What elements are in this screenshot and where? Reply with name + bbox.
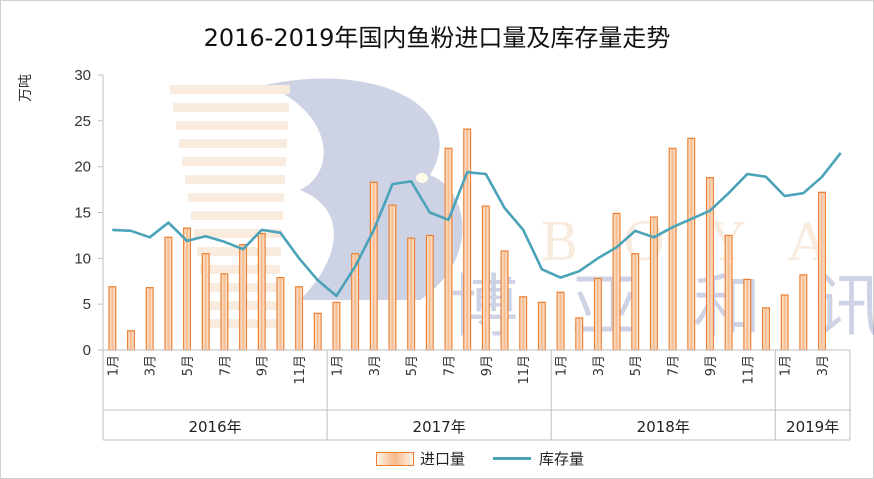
legend-line-swatch xyxy=(493,457,532,460)
watermark-stripe xyxy=(185,175,285,184)
legend-item-import: 进口量 xyxy=(376,448,465,469)
y-tick-label: 30 xyxy=(74,67,91,84)
import-bar xyxy=(743,278,752,351)
import-bar xyxy=(369,181,378,351)
import-bar xyxy=(425,234,434,351)
x-month-label: 5月 xyxy=(629,355,644,376)
watermark-stripe xyxy=(179,139,287,148)
import-bar xyxy=(780,294,789,351)
x-month-label: 3月 xyxy=(592,355,607,376)
y-tick-label: 5 xyxy=(83,296,91,313)
legend-item-stock: 库存量 xyxy=(493,448,584,469)
x-month-label: 3月 xyxy=(816,355,831,376)
import-bar xyxy=(183,227,191,351)
y-tick-label: 20 xyxy=(74,159,91,176)
import-bar xyxy=(705,177,714,351)
import-bar xyxy=(239,243,248,351)
x-year-label: 2017年 xyxy=(413,418,466,436)
y-tick-label: 15 xyxy=(74,205,91,222)
watermark-stripe xyxy=(170,85,290,94)
x-month-label: 3月 xyxy=(144,355,159,376)
legend-label-stock: 库存量 xyxy=(539,450,585,468)
import-bar xyxy=(724,234,733,351)
legend: 进口量 库存量 xyxy=(376,448,612,469)
stock-line xyxy=(112,152,842,298)
y-tick-label: 0 xyxy=(83,342,91,359)
import-bar xyxy=(201,253,210,351)
x-month-label: 1月 xyxy=(106,355,121,376)
import-bar xyxy=(612,212,621,351)
import-bar xyxy=(145,287,154,351)
import-bar xyxy=(257,232,266,351)
x-month-label: 7月 xyxy=(218,355,233,376)
x-month-label: 9月 xyxy=(256,355,271,376)
watermark-stripe xyxy=(197,247,281,256)
x-month-label: 7月 xyxy=(442,355,457,376)
import-bar xyxy=(108,286,117,351)
watermark-stripe xyxy=(191,211,283,220)
x-month-label: 5月 xyxy=(405,355,420,376)
import-bar xyxy=(127,330,135,351)
x-month-label: 5月 xyxy=(181,355,196,376)
x-month-label: 1月 xyxy=(779,355,794,376)
x-month-label: 1月 xyxy=(555,355,570,376)
import-bar xyxy=(481,205,490,351)
import-bar xyxy=(799,274,808,351)
y-tick-label: 10 xyxy=(74,250,91,267)
import-bar xyxy=(537,301,546,351)
watermark-chinese: 博 亚 和 讯 xyxy=(450,268,874,347)
x-month-label: 11月 xyxy=(293,355,308,385)
import-bar xyxy=(575,317,584,351)
import-bar xyxy=(220,273,229,351)
import-bar xyxy=(463,128,472,351)
import-bar xyxy=(519,296,528,351)
legend-bar-swatch xyxy=(376,451,414,466)
import-bar xyxy=(687,137,696,351)
import-bar xyxy=(668,147,677,351)
import-bar xyxy=(164,236,173,351)
x-month-label: 11月 xyxy=(741,355,756,385)
x-month-label: 9月 xyxy=(704,355,719,376)
x-month-label: 9月 xyxy=(480,355,495,376)
import-bar xyxy=(444,147,453,351)
watermark-stripe xyxy=(173,103,289,112)
import-bar xyxy=(593,277,602,351)
import-bar xyxy=(818,191,826,351)
import-bar xyxy=(276,276,285,351)
x-month-label: 11月 xyxy=(517,355,532,385)
watermark-stripe xyxy=(194,229,282,238)
chart-title: 2016-2019年国内鱼粉进口量及库存量走势 xyxy=(203,24,671,52)
import-bar xyxy=(631,253,640,351)
import-bar xyxy=(295,286,304,351)
x-month-label: 7月 xyxy=(667,355,682,376)
x-year-label: 2018年 xyxy=(637,418,690,436)
import-bar xyxy=(762,307,770,351)
import-bar xyxy=(500,250,509,351)
x-year-label: 2019年 xyxy=(786,418,839,436)
import-bar xyxy=(313,312,322,351)
import-bar xyxy=(388,204,397,351)
import-bar xyxy=(556,291,565,351)
import-bar xyxy=(407,237,416,351)
x-year-label: 2016年 xyxy=(188,418,241,436)
x-month-label: 1月 xyxy=(330,355,345,376)
import-bar xyxy=(332,301,341,351)
watermark-stripe xyxy=(182,157,286,166)
watermark-stripe xyxy=(188,193,284,202)
watermark-stripe xyxy=(176,121,288,130)
y-tick-label: 25 xyxy=(74,113,91,130)
legend-label-import: 进口量 xyxy=(420,450,466,468)
x-month-label: 3月 xyxy=(368,355,383,376)
y-axis-label: 万吨 xyxy=(18,74,34,102)
